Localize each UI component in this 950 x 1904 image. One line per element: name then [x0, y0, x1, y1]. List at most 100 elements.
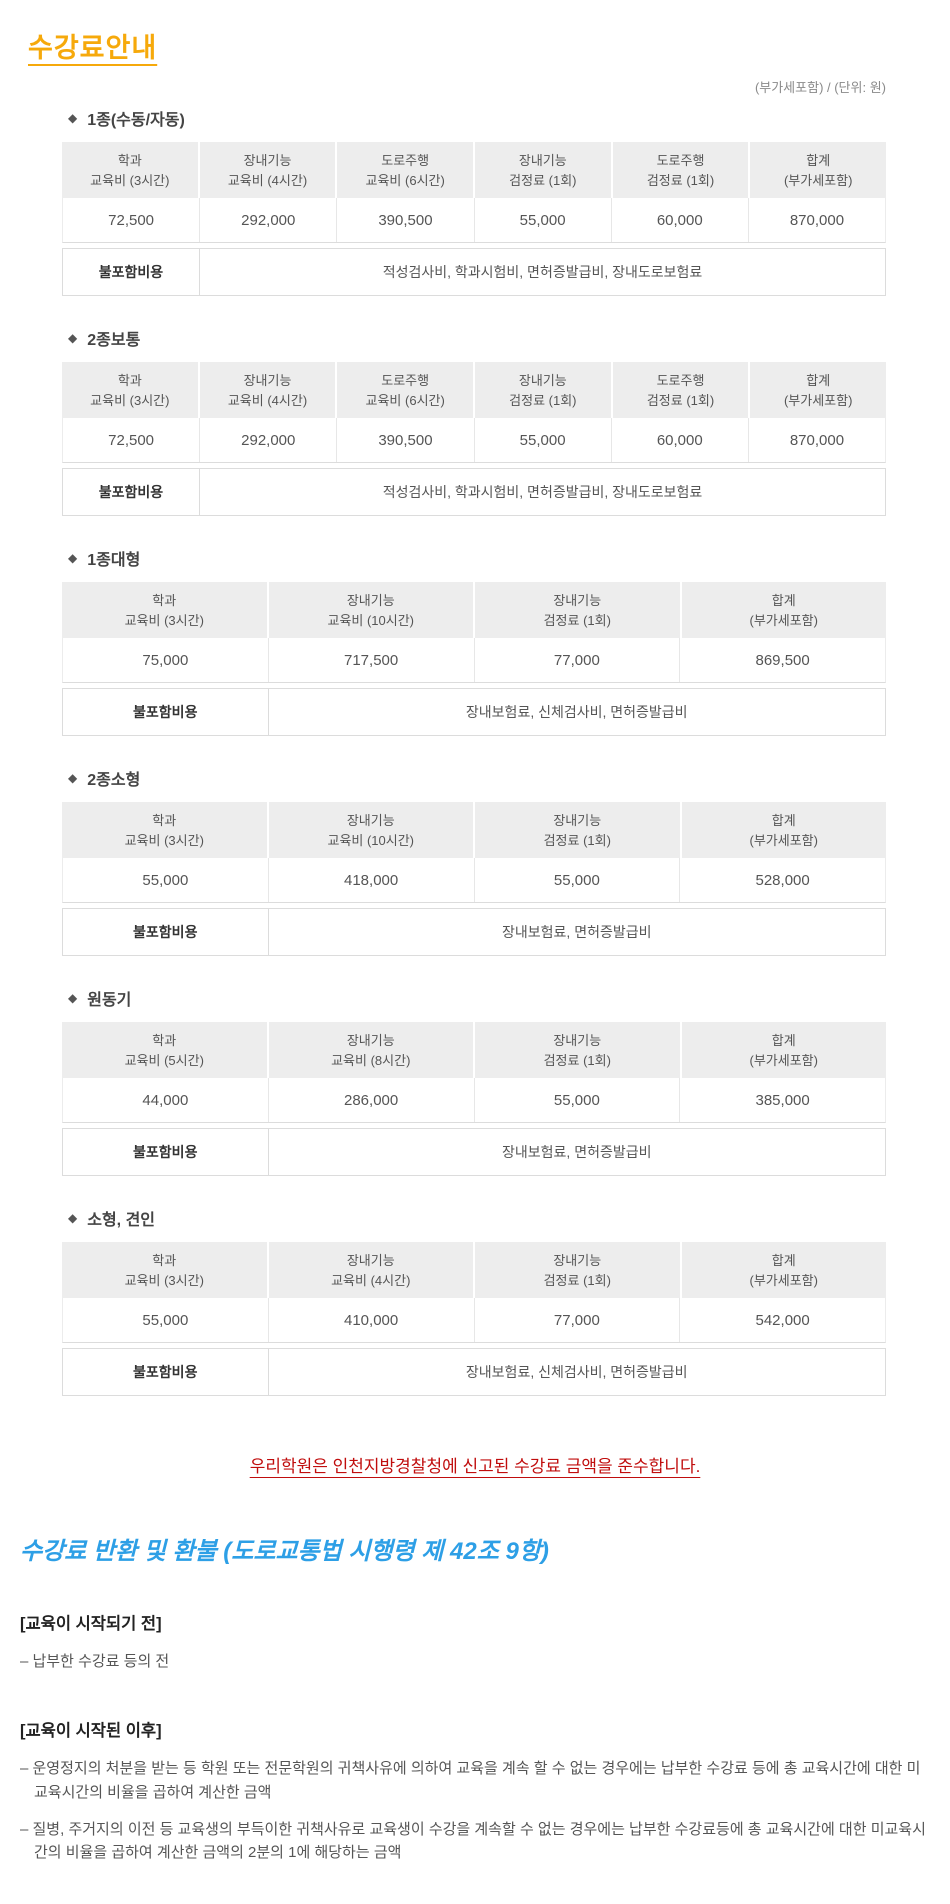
value-cell: 77,000: [473, 638, 680, 682]
header-cell: 장내기능 검정료 (1회): [473, 802, 680, 858]
excluded-costs-label: 불포함비용: [63, 1349, 269, 1395]
table-header-row: 학과 교육비 (3시간) 장내기능 교육비 (4시간) 장내기능 검정료 (1회) 합…: [62, 1242, 886, 1298]
excluded-costs-label: 불포함비용: [63, 909, 269, 955]
header-cell: 장내기능 검정료 (1회): [473, 1022, 680, 1078]
value-cell: 870,000: [747, 418, 885, 462]
excluded-costs-row: 불포함비용 장내보험료, 신체검사비, 면허증발급비: [62, 688, 886, 736]
table-header-row: 학과 교육비 (3시간) 장내기능 교육비 (4시간) 도로주행 교육비 (6시간)…: [62, 362, 886, 418]
value-cell: 385,000: [679, 1078, 885, 1122]
value-cell: 44,000: [142, 1092, 189, 1109]
diamond-bullet-icon: ◆: [68, 1211, 78, 1225]
header-cell: 합계 (부가세포함): [748, 362, 886, 418]
value-cell: 410,000: [267, 1298, 474, 1342]
header-cell: 도로주행 교육비 (6시간): [335, 142, 473, 198]
fee-section-3: ◆ 1종대형 학과 교육비 (3시간) 장내기능 교육비 (10시간) 장내기능 검…: [62, 546, 886, 736]
value-cell: 55,000: [473, 418, 611, 462]
header-cell: 학과 교육비 (3시간): [90, 153, 170, 188]
fee-section-5: ◆ 원동기 학과 교육비 (5시간) 장내기능 교육비 (8시간) 장내기능 검정료…: [62, 986, 886, 1176]
value-cell: 77,000: [473, 1298, 680, 1342]
fee-table: 학과 교육비 (5시간) 장내기능 교육비 (8시간) 장내기능 검정료 (1회) 합…: [62, 1022, 886, 1176]
header-cell: 합계 (부가세포함): [679, 802, 887, 858]
refund-after-block: [교육이 시작된 이후] – 운영정지의 처분을 받는 등 학원 또는 전문학원…: [20, 1717, 930, 1864]
excluded-costs-row: 불포함비용 장내보험료, 면허증발급비: [62, 1128, 886, 1176]
header-cell: 장내기능 교육비 (4시간): [266, 1242, 474, 1298]
header-cell: 도로주행 검정료 (1회): [610, 142, 749, 198]
table-value-row: 44,000 286,000 55,000 385,000: [62, 1078, 886, 1123]
excluded-costs-row: 불포함비용 적성검사비, 학과시험비, 면허증발급비, 장내도로보험료: [62, 248, 886, 296]
header-cell: 학과 교육비 (3시간): [124, 1253, 204, 1288]
header-cell: 장내기능 검정료 (1회): [473, 582, 680, 638]
excluded-costs-label: 불포함비용: [63, 469, 200, 515]
vat-unit-note: (부가세포함) / (단위: 원): [754, 80, 886, 95]
excluded-costs-row: 불포함비용 장내보험료, 면허증발급비: [62, 908, 886, 956]
header-cell: 장내기능 교육비 (10시간): [266, 582, 474, 638]
header-cell: 합계 (부가세포함): [679, 1022, 887, 1078]
header-cell: 학과 교육비 (5시간): [124, 1033, 204, 1068]
excluded-costs-value: 장내보험료, 신체검사비, 면허증발급비: [465, 704, 688, 720]
header-cell: 합계 (부가세포함): [679, 1242, 887, 1298]
diamond-bullet-icon: ◆: [68, 551, 78, 565]
refund-item: – 운영정지의 처분을 받는 등 학원 또는 전문학원의 귀책사유에 의하여 교…: [20, 1760, 921, 1801]
diamond-bullet-icon: ◆: [68, 991, 78, 1005]
excluded-costs-row: 불포함비용 적성검사비, 학과시험비, 면허증발급비, 장내도로보험료: [62, 468, 886, 516]
value-cell: 72,500: [108, 432, 155, 449]
diamond-bullet-icon: ◆: [68, 111, 78, 125]
excluded-costs-value: 장내보험료, 면허증발급비: [502, 924, 652, 940]
fee-sections-container: ◆ 1종(수동/자동) 학과 교육비 (3시간) 장내기능 교육비 (4시간) 도로…: [62, 106, 886, 1396]
table-value-row: 55,000 410,000 77,000 542,000: [62, 1298, 886, 1343]
refund-before-title: [교육이 시작되기 전]: [20, 1615, 162, 1633]
value-cell: 292,000: [199, 198, 336, 242]
header-cell: 장내기능 검정료 (1회): [473, 362, 611, 418]
header-cell: 도로주행 교육비 (6시간): [335, 362, 473, 418]
header-cell: 도로주행 검정료 (1회): [610, 362, 749, 418]
table-value-row: 72,500 292,000 390,500 55,000 60,000 870,000: [62, 198, 886, 243]
value-cell: 528,000: [679, 858, 885, 902]
compliance-notice: 우리학원은 인천지방경찰청에 신고된 수강료 금액을 준수합니다.: [249, 1457, 701, 1476]
header-cell: 학과 교육비 (3시간): [90, 373, 170, 408]
value-cell: 542,000: [679, 1298, 885, 1342]
refund-item: – 질병, 주거지의 이전 등 교육생의 부득이한 귀책사유로 교육생이 수강을…: [20, 1820, 926, 1861]
value-cell: 55,000: [142, 872, 189, 889]
section-title: 1종(수동/자동): [87, 112, 185, 129]
fee-table: 학과 교육비 (3시간) 장내기능 교육비 (10시간) 장내기능 검정료 (1회)…: [62, 582, 886, 736]
value-cell: 60,000: [610, 418, 748, 462]
value-cell: 75,000: [142, 652, 189, 669]
fee-section-1: ◆ 1종(수동/자동) 학과 교육비 (3시간) 장내기능 교육비 (4시간) 도로…: [62, 106, 886, 296]
excluded-costs-value: 적성검사비, 학과시험비, 면허증발급비, 장내도로보험료: [382, 264, 703, 280]
value-cell: 418,000: [267, 858, 474, 902]
excluded-costs-label: 불포함비용: [63, 1129, 269, 1175]
value-cell: 55,000: [473, 198, 611, 242]
table-header-row: 학과 교육비 (3시간) 장내기능 교육비 (4시간) 도로주행 교육비 (6시간)…: [62, 142, 886, 198]
excluded-costs-label: 불포함비용: [63, 249, 200, 295]
header-cell: 장내기능 교육비 (4시간): [197, 142, 336, 198]
excluded-costs-value: 장내보험료, 면허증발급비: [502, 1144, 652, 1160]
section-title: 2종보통: [87, 332, 141, 349]
page-title: 수강료안내: [28, 33, 158, 63]
fee-section-2: ◆ 2종보통 학과 교육비 (3시간) 장내기능 교육비 (4시간) 도로주행 교육…: [62, 326, 886, 516]
table-value-row: 72,500 292,000 390,500 55,000 60,000 870,000: [62, 418, 886, 463]
value-cell: 390,500: [336, 418, 473, 462]
refund-before-list: – 납부한 수강료 등의 전: [20, 1650, 930, 1673]
header-cell: 장내기능 교육비 (4시간): [197, 362, 336, 418]
excluded-costs-label: 불포함비용: [63, 689, 269, 735]
value-cell: 286,000: [267, 1078, 474, 1122]
table-value-row: 55,000 418,000 55,000 528,000: [62, 858, 886, 903]
value-cell: 55,000: [473, 1078, 680, 1122]
excluded-costs-value: 장내보험료, 신체검사비, 면허증발급비: [465, 1364, 688, 1380]
refund-item: – 납부한 수강료 등의 전: [20, 1653, 170, 1670]
fee-table: 학과 교육비 (3시간) 장내기능 교육비 (10시간) 장내기능 검정료 (1회)…: [62, 802, 886, 956]
value-cell: 292,000: [199, 418, 336, 462]
header-cell: 합계 (부가세포함): [679, 582, 887, 638]
fee-table: 학과 교육비 (3시간) 장내기능 교육비 (4시간) 도로주행 교육비 (6시간)…: [62, 142, 886, 296]
fee-section-6: ◆ 소형, 견인 학과 교육비 (3시간) 장내기능 교육비 (4시간) 장내기능 …: [62, 1206, 886, 1396]
fee-table: 학과 교육비 (3시간) 장내기능 교육비 (4시간) 장내기능 검정료 (1회) 합…: [62, 1242, 886, 1396]
section-title: 1종대형: [87, 552, 141, 569]
section-title: 소형, 견인: [87, 1212, 156, 1229]
value-cell: 870,000: [747, 198, 885, 242]
refund-before-block: [교육이 시작되기 전] – 납부한 수강료 등의 전: [20, 1610, 930, 1673]
table-header-row: 학과 교육비 (5시간) 장내기능 교육비 (8시간) 장내기능 검정료 (1회) 합…: [62, 1022, 886, 1078]
excluded-costs-value: 적성검사비, 학과시험비, 면허증발급비, 장내도로보험료: [382, 484, 703, 500]
header-cell: 장내기능 교육비 (8시간): [266, 1022, 474, 1078]
header-cell: 장내기능 검정료 (1회): [473, 142, 611, 198]
refund-after-title: [교육이 시작된 이후]: [20, 1722, 162, 1741]
